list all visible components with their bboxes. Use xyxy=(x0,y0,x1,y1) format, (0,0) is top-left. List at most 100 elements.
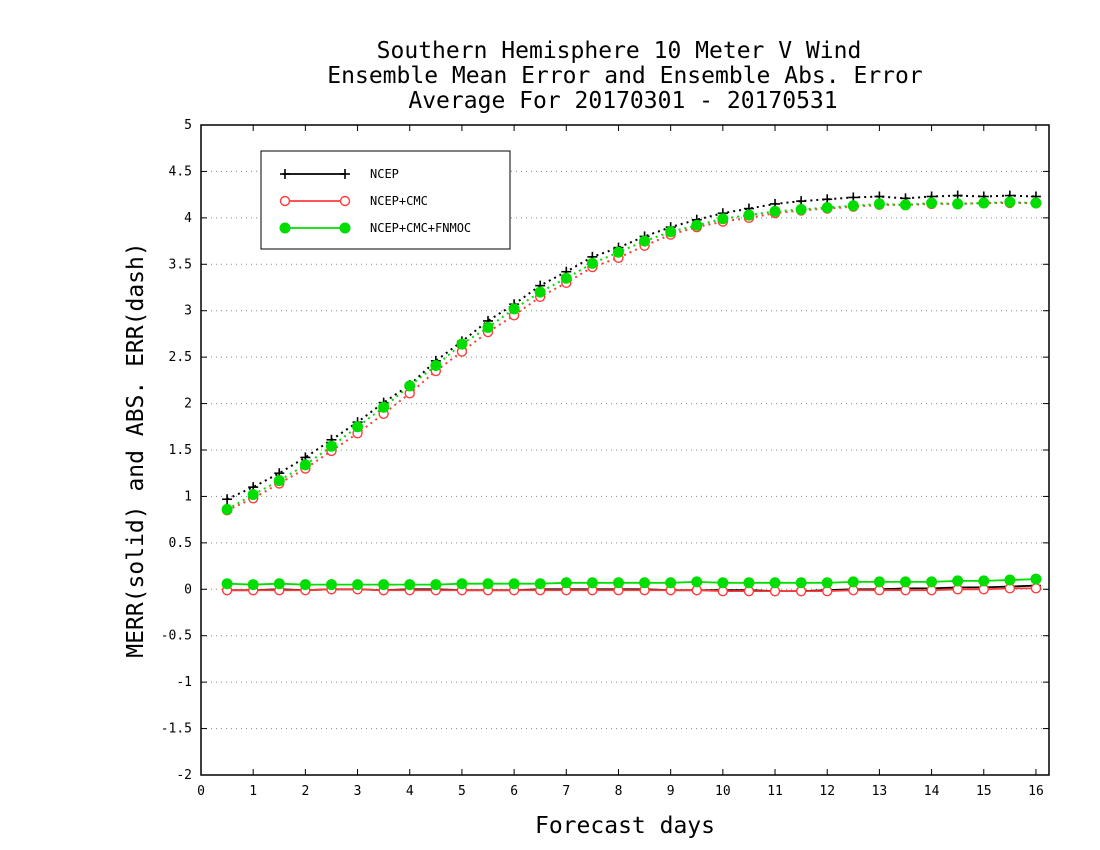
data-point xyxy=(247,579,259,591)
y-tick-label: 4.5 xyxy=(169,164,192,179)
data-point xyxy=(717,577,729,589)
data-point xyxy=(586,257,598,269)
data-point xyxy=(352,421,364,433)
data-point xyxy=(665,226,677,238)
data-point xyxy=(926,197,938,209)
data-point xyxy=(560,577,572,589)
y-axis-ticks: 5 4.5 4 3.5 3 2.5 2 1.5 1 0.5 0 -0.5 -1 -1.5 -2 xyxy=(161,118,1049,783)
x-tick-label: 8 xyxy=(615,784,623,799)
series-ncep-cmc-fnmoc-mean-err xyxy=(221,573,1042,591)
y-tick-label: 1 xyxy=(184,489,192,504)
series-ncep-cmc-fnmoc-abs-err xyxy=(221,196,1042,515)
data-point xyxy=(299,459,311,471)
data-point xyxy=(534,578,546,590)
data-point xyxy=(873,198,885,210)
data-point xyxy=(978,575,990,587)
data-point xyxy=(717,213,729,225)
legend-label: NCEP+CMC xyxy=(370,194,428,208)
data-point xyxy=(299,579,311,591)
legend-box xyxy=(260,150,511,250)
x-tick-label: 15 xyxy=(976,784,992,799)
data-point xyxy=(952,575,964,587)
x-tick-label: 11 xyxy=(767,784,783,799)
data-point xyxy=(1004,574,1016,586)
data-point xyxy=(325,440,337,452)
series-layer xyxy=(221,190,1042,597)
y-tick-label: -0.5 xyxy=(161,629,192,644)
chart-title: Southern Hemisphere 10 Meter V Wind Ense… xyxy=(327,38,922,114)
legend-item: NCEP xyxy=(280,167,399,181)
legend-marker-left xyxy=(279,222,291,234)
data-point xyxy=(1030,583,1042,594)
data-point xyxy=(665,577,677,589)
legend: NCEP NCEP+CMC NCEP+CMC+FNMOC xyxy=(260,150,511,250)
data-point xyxy=(899,576,911,588)
data-point xyxy=(612,577,624,589)
y-tick-label: -1 xyxy=(176,675,192,690)
data-point xyxy=(221,578,233,590)
data-point xyxy=(821,202,833,214)
y-axis-label: MERR(solid) and ABS. ERR(dash) xyxy=(123,242,149,657)
x-tick-label: 9 xyxy=(667,784,675,799)
data-point xyxy=(430,360,442,371)
data-point xyxy=(639,235,651,247)
data-point xyxy=(899,199,911,211)
data-point xyxy=(1030,573,1042,585)
y-tick-label: 4 xyxy=(184,211,192,226)
x-tick-label: 7 xyxy=(562,784,570,799)
x-tick-label: 14 xyxy=(924,784,940,799)
data-point xyxy=(482,321,494,333)
data-point xyxy=(821,577,833,589)
legend-item: NCEP+CMC+FNMOC xyxy=(279,221,471,235)
legend-marker-right xyxy=(339,222,351,234)
data-point xyxy=(769,577,781,589)
data-point xyxy=(273,475,285,487)
x-axis-label: Forecast days xyxy=(535,813,715,839)
series-ncep-cmc-mean-err xyxy=(221,583,1042,597)
legend-marker-left xyxy=(280,169,290,179)
x-tick-label: 12 xyxy=(819,784,835,799)
x-tick-label: 3 xyxy=(354,784,362,799)
data-point xyxy=(639,577,651,589)
y-tick-label: 5 xyxy=(184,118,192,133)
y-tick-label: -1.5 xyxy=(161,722,192,737)
data-point xyxy=(456,338,468,350)
data-point xyxy=(691,219,703,231)
x-tick-label: 2 xyxy=(301,784,309,799)
data-point xyxy=(847,200,859,212)
data-point xyxy=(404,579,416,591)
data-point xyxy=(795,204,807,215)
y-tick-label: 3 xyxy=(184,304,192,319)
y-tick-label: 2 xyxy=(184,397,192,412)
y-tick-label: -2 xyxy=(176,768,192,783)
x-tick-label: 13 xyxy=(872,784,888,799)
data-point xyxy=(769,205,781,217)
data-point xyxy=(560,272,572,284)
data-point xyxy=(612,246,624,258)
legend-label: NCEP+CMC+FNMOC xyxy=(370,221,471,235)
data-point xyxy=(482,578,494,590)
data-point xyxy=(352,579,364,591)
data-point xyxy=(926,576,938,588)
data-point xyxy=(586,577,598,589)
y-tick-label: 2.5 xyxy=(169,350,192,365)
data-point xyxy=(325,579,337,591)
data-point xyxy=(1004,196,1016,208)
x-tick-label: 0 xyxy=(197,784,205,799)
data-point xyxy=(978,197,990,209)
chart-title-line-1: Southern Hemisphere 10 Meter V Wind xyxy=(377,38,862,64)
data-point xyxy=(952,198,964,210)
x-tick-label: 6 xyxy=(510,784,518,799)
x-tick-label: 16 xyxy=(1028,784,1044,799)
y-tick-label: 0.5 xyxy=(169,536,192,551)
data-point xyxy=(508,578,520,590)
data-point xyxy=(378,401,390,413)
legend-marker-left xyxy=(279,195,291,207)
chart-title-line-3: Average For 20170301 - 20170531 xyxy=(408,88,837,114)
data-point xyxy=(508,303,520,315)
data-point xyxy=(221,503,233,515)
x-tick-label: 1 xyxy=(249,784,257,799)
data-point xyxy=(247,489,259,501)
data-point xyxy=(430,579,442,591)
data-point xyxy=(743,577,755,589)
